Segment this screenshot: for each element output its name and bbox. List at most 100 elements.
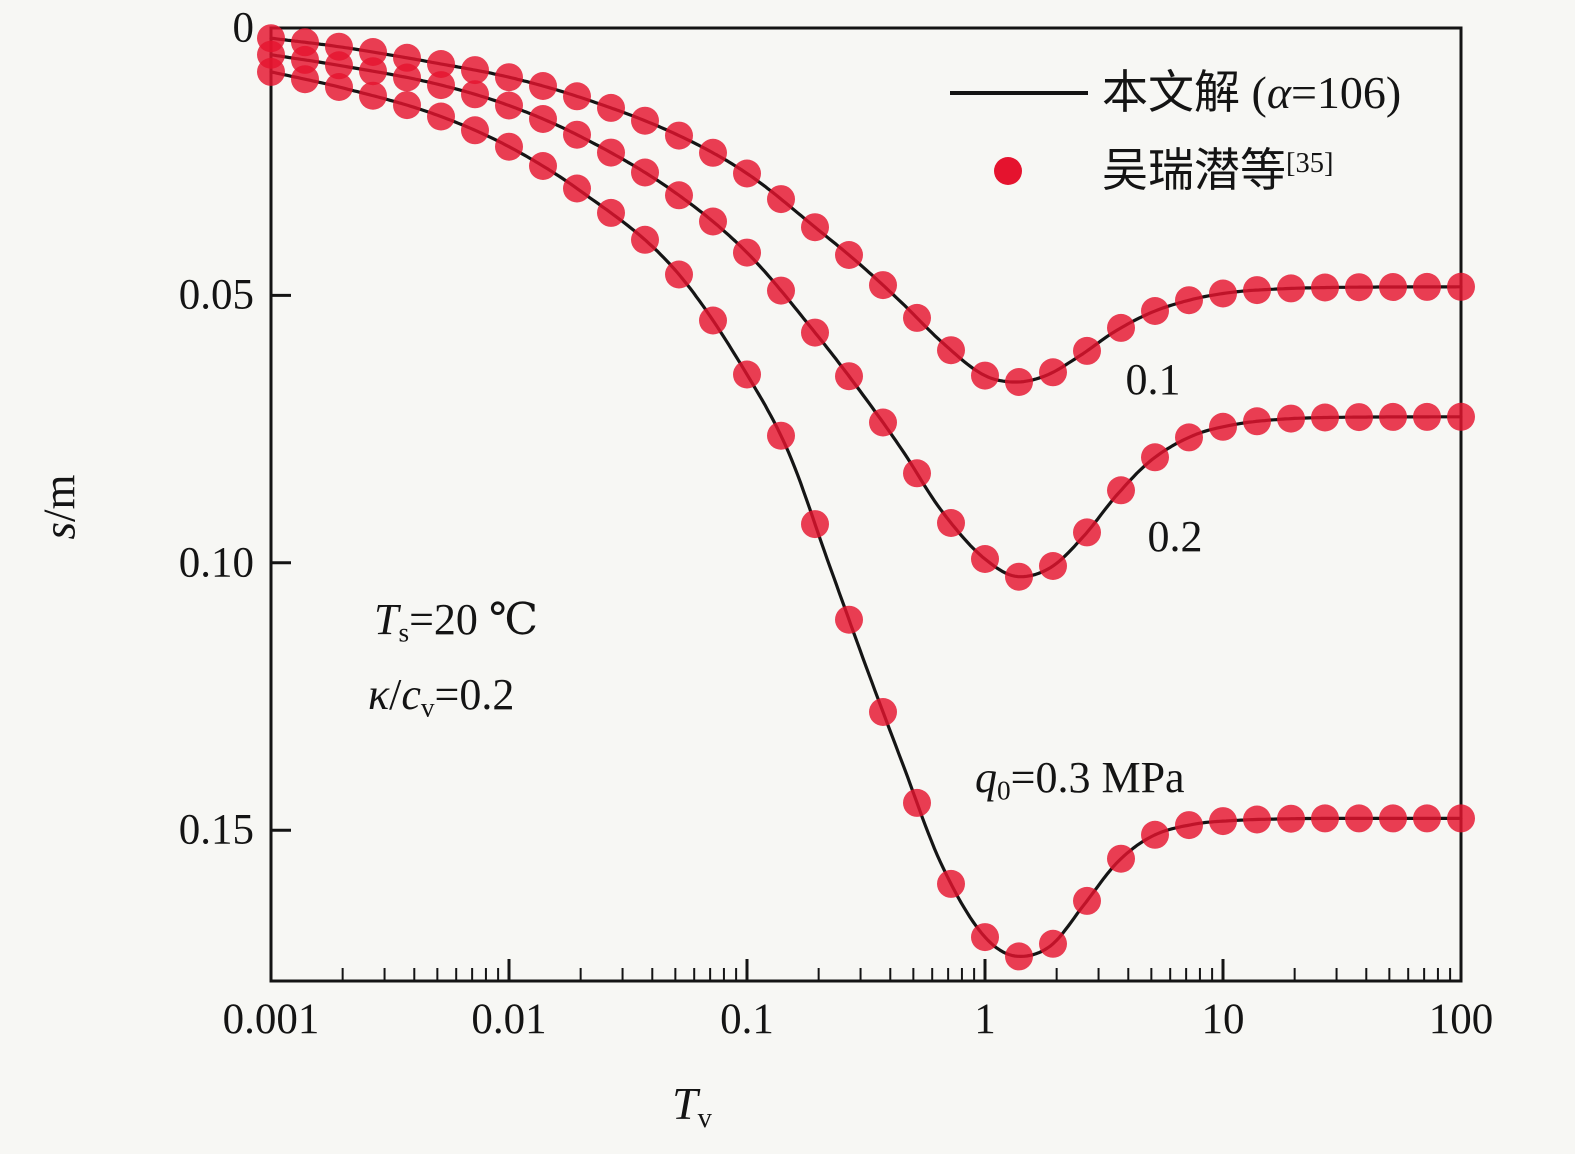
x-axis-title-italic: T bbox=[672, 1078, 698, 1129]
legend-entry-reference: 吴瑞潜等[35] bbox=[1102, 148, 1334, 194]
data-marker-q0=0.2 MPa bbox=[767, 276, 795, 305]
curve-line-q0=0.2 MPa bbox=[269, 53, 1463, 579]
data-marker-q0=0.1 MPa bbox=[1175, 286, 1203, 315]
data-marker-q0=0.3 MPa bbox=[393, 91, 421, 120]
data-marker-q0=0.1 MPa bbox=[1447, 272, 1475, 301]
data-marker-q0=0.1 MPa bbox=[529, 72, 557, 100]
x-tick-label: 100 bbox=[1428, 996, 1494, 1043]
data-marker-q0=0.3 MPa bbox=[937, 869, 965, 898]
data-marker-q0=0.2 MPa bbox=[495, 91, 523, 120]
q-symbol: q bbox=[975, 753, 997, 802]
data-marker-q0=0.2 MPa bbox=[1243, 407, 1271, 436]
data-marker-q0=0.1 MPa bbox=[1379, 273, 1407, 301]
plot-frame bbox=[269, 26, 1463, 983]
data-marker-q0=0.1 MPa bbox=[699, 138, 727, 167]
data-marker-q0=0.3 MPa bbox=[257, 57, 285, 86]
annotation-cv-symbol: c bbox=[401, 670, 421, 719]
data-marker-q0=0.3 MPa bbox=[699, 306, 727, 335]
data-marker-q0=0.2 MPa bbox=[1345, 403, 1373, 432]
data-marker-q0=0.3 MPa bbox=[325, 73, 353, 101]
data-marker-q0=0.2 MPa bbox=[801, 318, 829, 347]
data-marker-q0=0.1 MPa bbox=[835, 241, 863, 269]
data-marker-q0=0.2 MPa bbox=[529, 105, 557, 133]
legend-solution-pre: 本文解 ( bbox=[1102, 67, 1267, 118]
legend-entry-solution: 本文解 (α=106) bbox=[1102, 70, 1401, 116]
annotation-cv-subscript: v bbox=[420, 692, 435, 723]
x-tick-label: 0.001 bbox=[222, 996, 320, 1043]
data-marker-q0=0.3 MPa bbox=[1345, 804, 1373, 833]
data-marker-q0=0.2 MPa bbox=[597, 138, 625, 167]
data-marker-q0=0.3 MPa bbox=[1413, 804, 1441, 833]
x-axis-title-sub: v bbox=[697, 1102, 712, 1134]
data-marker-q0=0.2 MPa bbox=[359, 57, 387, 86]
data-marker-q0=0.1 MPa bbox=[1039, 358, 1067, 387]
data-marker-q0=0.3 MPa bbox=[1073, 886, 1101, 915]
data-marker-q0=0.2 MPa bbox=[1141, 443, 1169, 472]
data-marker-q0=0.3 MPa bbox=[733, 360, 761, 389]
data-marker-q0=0.3 MPa bbox=[529, 152, 557, 180]
data-marker-q0=0.2 MPa bbox=[1039, 552, 1067, 580]
q-value: =0.3 MPa bbox=[1010, 753, 1185, 802]
data-marker-q0=0.3 MPa bbox=[1447, 804, 1475, 833]
data-marker-q0=0.1 MPa bbox=[1005, 368, 1033, 396]
data-marker-q0=0.1 MPa bbox=[427, 50, 455, 78]
data-marker-q0=0.1 MPa bbox=[1311, 273, 1339, 302]
annotation-temperature-symbol: T bbox=[374, 595, 399, 644]
legend-line-sample bbox=[950, 91, 1088, 95]
data-marker-q0=0.3 MPa bbox=[1005, 942, 1033, 971]
data-marker-q0=0.1 MPa bbox=[563, 82, 591, 111]
data-marker-q0=0.1 MPa bbox=[767, 185, 795, 214]
data-marker-q0=0.2 MPa bbox=[1175, 423, 1203, 452]
data-marker-q0=0.2 MPa bbox=[291, 45, 319, 74]
x-tick-label: 0.01 bbox=[471, 996, 547, 1043]
data-marker-q0=0.1 MPa bbox=[665, 121, 693, 150]
data-marker-q0=0.2 MPa bbox=[665, 181, 693, 210]
data-marker-q0=0.3 MPa bbox=[1243, 805, 1271, 834]
data-marker-q0=0.1 MPa bbox=[393, 43, 421, 72]
data-marker-q0=0.1 MPa bbox=[1243, 276, 1271, 305]
data-marker-q0=0.3 MPa bbox=[563, 174, 591, 203]
data-marker-q0=0.3 MPa bbox=[1209, 807, 1237, 836]
data-marker-q0=0.2 MPa bbox=[325, 51, 353, 80]
data-marker-q0=0.2 MPa bbox=[699, 207, 727, 236]
data-marker-q0=0.1 MPa bbox=[495, 63, 523, 92]
data-marker-q0=0.1 MPa bbox=[801, 213, 829, 242]
annotation-kcv-slash: / bbox=[389, 670, 402, 719]
curve-label-0p1: 0.1 bbox=[1125, 355, 1181, 404]
data-marker-q0=0.2 MPa bbox=[1209, 412, 1237, 441]
data-marker-q0=0.3 MPa bbox=[359, 81, 387, 110]
x-axis-title: Tv bbox=[672, 1078, 712, 1133]
data-marker-q0=0.1 MPa bbox=[1345, 273, 1373, 302]
data-marker-q0=0.3 MPa bbox=[461, 116, 489, 145]
y-axis-title-italic: s bbox=[34, 522, 85, 540]
annotation-kappa-cv: κ/cv=0.2 bbox=[368, 670, 514, 722]
data-marker-q0=0.3 MPa bbox=[631, 225, 659, 254]
curve-label-q0-0p3: q0=0.3 MPa bbox=[975, 753, 1185, 805]
data-marker-q0=0.3 MPa bbox=[869, 698, 897, 726]
data-marker-q0=0.3 MPa bbox=[1311, 804, 1339, 833]
data-marker-q0=0.1 MPa bbox=[1141, 297, 1169, 325]
data-marker-q0=0.3 MPa bbox=[427, 102, 455, 131]
legend-solution-post: =106) bbox=[1290, 67, 1402, 118]
data-marker-q0=0.3 MPa bbox=[1379, 804, 1407, 833]
data-marker-q0=0.1 MPa bbox=[1413, 272, 1441, 301]
data-marker-q0=0.2 MPa bbox=[1107, 476, 1135, 505]
q-subscript: 0 bbox=[997, 775, 1011, 806]
data-marker-q0=0.1 MPa bbox=[1107, 313, 1135, 342]
y-axis-title: s/m bbox=[34, 474, 85, 540]
data-marker-q0=0.2 MPa bbox=[1311, 403, 1339, 432]
data-marker-q0=0.3 MPa bbox=[767, 421, 795, 450]
data-marker-q0=0.2 MPa bbox=[1277, 404, 1305, 433]
data-marker-q0=0.1 MPa bbox=[597, 93, 625, 122]
data-marker-q0=0.2 MPa bbox=[869, 408, 897, 437]
legend-solution-alpha: α bbox=[1266, 67, 1291, 118]
data-marker-q0=0.1 MPa bbox=[1209, 279, 1237, 308]
data-marker-q0=0.1 MPa bbox=[869, 271, 897, 300]
data-marker-q0=0.2 MPa bbox=[393, 63, 421, 92]
data-marker-q0=0.1 MPa bbox=[631, 106, 659, 135]
y-tick-label: 0.05 bbox=[178, 271, 254, 319]
annotation-kappa-symbol: κ bbox=[368, 670, 390, 719]
x-tick-label: 0.1 bbox=[720, 996, 774, 1043]
data-marker-q0=0.2 MPa bbox=[1073, 518, 1101, 547]
